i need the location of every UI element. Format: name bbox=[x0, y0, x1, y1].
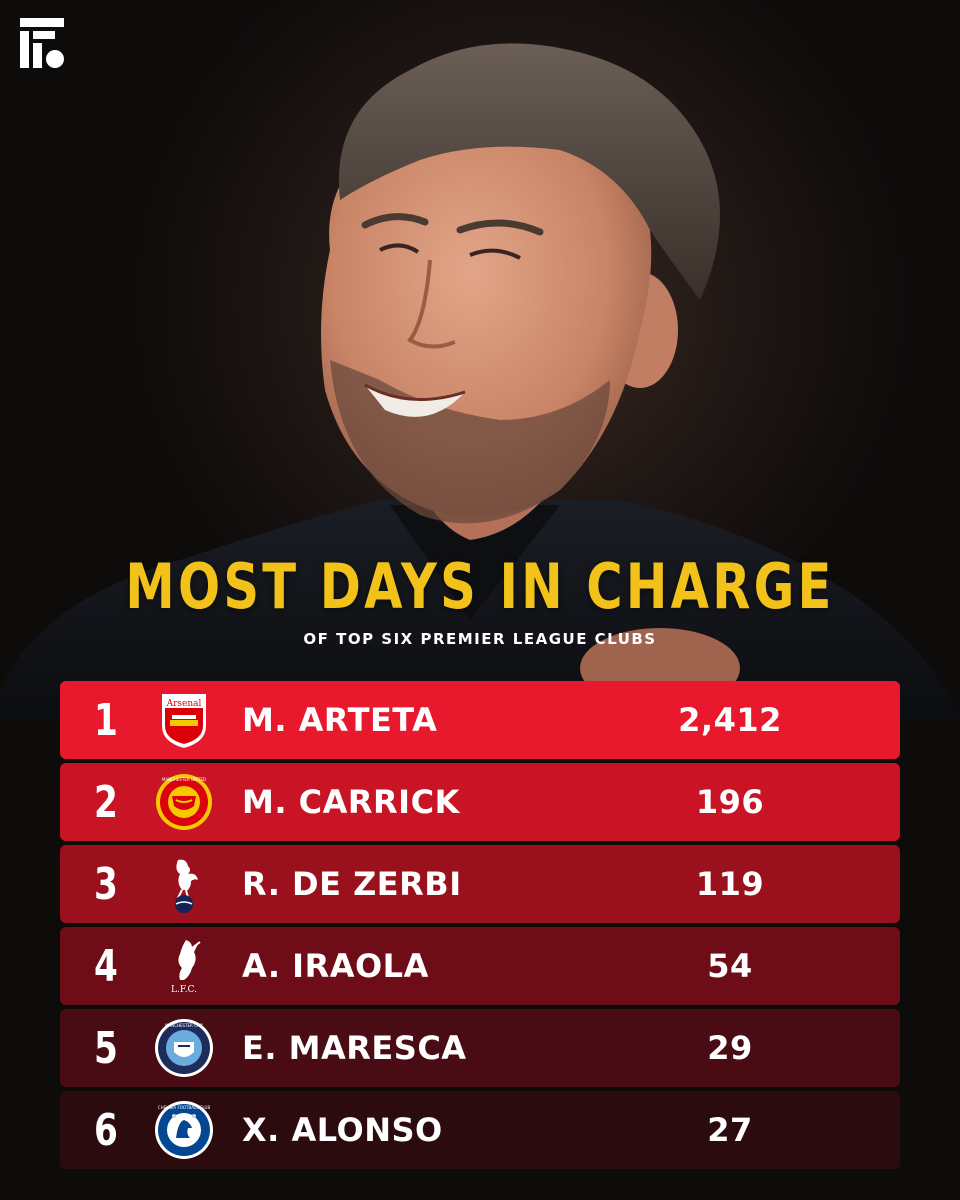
manager-name: E. MARESCA bbox=[242, 1029, 467, 1067]
manager-name: X. ALONSO bbox=[242, 1111, 443, 1149]
table-row: 3 R. DE ZERBI 119 bbox=[60, 845, 900, 923]
manager-name: M. CARRICK bbox=[242, 783, 460, 821]
rank-number: 3 bbox=[94, 858, 118, 910]
crest-text: CHELSEA FOOTBALL CLUB bbox=[158, 1105, 211, 1110]
rankings-table: 1 Arsenal M. ARTETA 2,412 2 bbox=[60, 681, 900, 1173]
crest-text: MANCHESTER UNITED bbox=[162, 777, 206, 782]
chelsea-crest-icon: CHELSEA FOOTBALL CLUB bbox=[152, 1098, 216, 1162]
table-row: 5 MANCHESTER CITY E. MARESCA 29 bbox=[60, 1009, 900, 1087]
arsenal-crest-icon: Arsenal bbox=[152, 688, 216, 752]
tottenham-cockerel-icon bbox=[152, 852, 216, 916]
rank-number: 4 bbox=[94, 940, 118, 992]
brand-logo-icon bbox=[20, 18, 64, 68]
manager-name: R. DE ZERBI bbox=[242, 865, 462, 903]
table-row: 2 MANCHESTER UNITED M. CARRICK 196 bbox=[60, 763, 900, 841]
rank-number: 1 bbox=[94, 694, 118, 746]
manchester-united-crest-icon: MANCHESTER UNITED bbox=[152, 770, 216, 834]
table-row: 1 Arsenal M. ARTETA 2,412 bbox=[60, 681, 900, 759]
rank-number: 2 bbox=[94, 776, 118, 828]
crest-text: MANCHESTER CITY bbox=[165, 1023, 203, 1028]
page-subtitle: OF TOP SIX PREMIER LEAGUE CLUBS bbox=[303, 630, 657, 648]
page-title: MOST DAYS IN CHARGE bbox=[125, 550, 835, 623]
manchester-city-crest-icon: MANCHESTER CITY bbox=[152, 1016, 216, 1080]
days-value: 29 bbox=[707, 1029, 753, 1067]
liverpool-liverbird-icon: L.F.C. bbox=[152, 934, 216, 998]
days-value: 2,412 bbox=[678, 701, 782, 739]
rank-number: 6 bbox=[94, 1104, 118, 1156]
rank-number: 5 bbox=[94, 1022, 118, 1074]
days-value: 54 bbox=[707, 947, 753, 985]
days-value: 27 bbox=[707, 1111, 753, 1149]
table-row: 4 L.F.C. A. IRAOLA 54 bbox=[60, 927, 900, 1005]
manager-name: A. IRAOLA bbox=[242, 947, 429, 985]
days-value: 196 bbox=[695, 783, 765, 821]
crest-text: Arsenal bbox=[166, 699, 202, 709]
days-value: 119 bbox=[695, 865, 765, 903]
table-row: 6 CHELSEA FOOTBALL CLUB X. ALONSO 27 bbox=[60, 1091, 900, 1169]
manager-name: M. ARTETA bbox=[242, 701, 438, 739]
crest-text: L.F.C. bbox=[171, 985, 197, 995]
